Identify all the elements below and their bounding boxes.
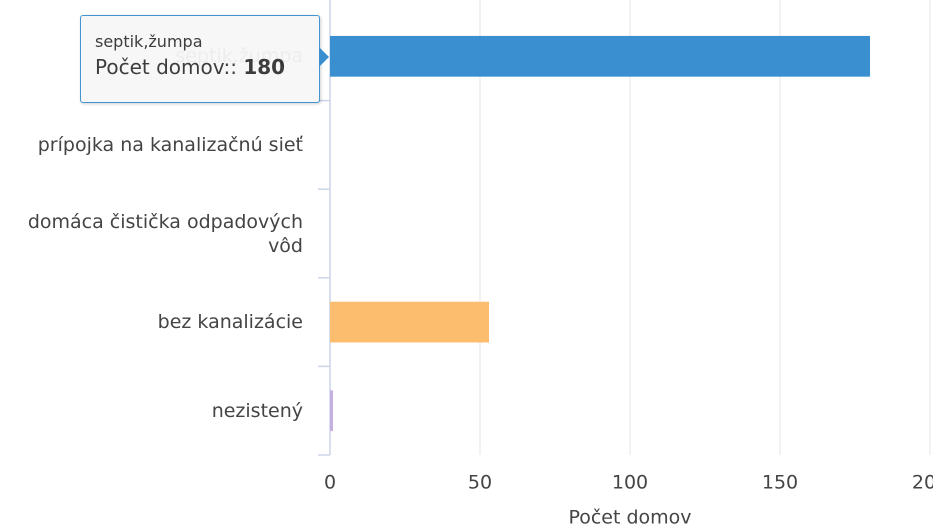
tooltip-label: Počet domov:: [95,55,237,79]
tooltip-number: 180 [243,55,286,79]
y-tick-label: nezistený [211,399,303,422]
tooltip: septik,žumpa Počet domov:: 180 [80,15,320,103]
tooltip-arrow [319,47,329,67]
y-tick-label: bez kanalizácie [157,311,303,334]
bar [330,35,870,77]
y-tick-label: prípojka na kanalizačnú sieť [37,133,303,156]
bar [330,390,333,432]
tooltip-category: septik,žumpa [95,32,203,51]
y-tick-label: domáca čistička odpadových vôd [27,210,303,257]
tooltip-value: Počet domov:: 180 [95,55,305,79]
x-tick-label: 100 [612,472,648,494]
x-tick-label: 0 [324,472,336,494]
x-tick-label: 150 [762,472,798,494]
x-axis-title: Počet domov [568,507,691,529]
x-tick-label: 50 [468,472,492,494]
bar [330,301,489,343]
x-tick-label: 200 [912,472,933,494]
